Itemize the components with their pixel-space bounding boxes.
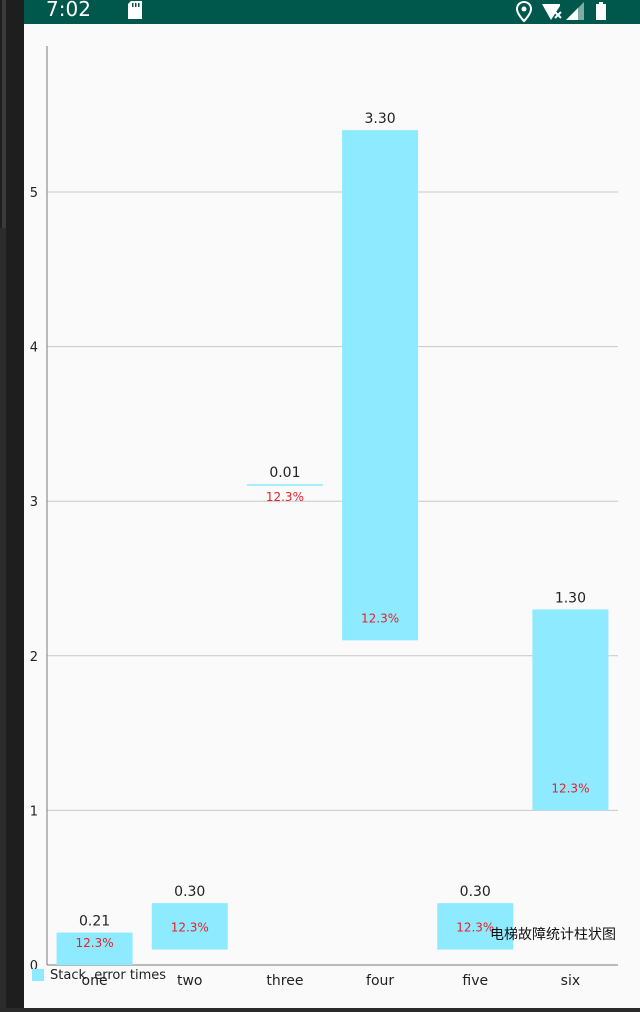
bar-value-label: 0.01 [269, 465, 300, 481]
bezel-shadow [0, 228, 6, 1008]
bar-value-label: 1.30 [555, 590, 586, 606]
chart-area: 0 1 2 3 4 5 0.21 12.3% one 0.30 12.3% two 0.01 12.3% t… [24, 24, 640, 1008]
y-tick-label: 3 [30, 495, 38, 510]
bar-six [532, 609, 609, 811]
bar-four [342, 130, 419, 641]
x-tick-label: five [462, 973, 488, 989]
bar-value-label: 0.30 [460, 884, 491, 900]
x-tick-label: one [82, 973, 108, 989]
x-tick-label: six [561, 973, 580, 989]
status-bar: 7:02 [24, 0, 640, 24]
bar-inner-label: 12.3% [361, 611, 399, 625]
y-tick-label: 5 [30, 186, 38, 201]
bars [56, 130, 609, 965]
location-icon [515, 0, 533, 23]
status-time: 7:02 [46, 0, 91, 21]
bar-inner-label: 12.3% [76, 936, 114, 950]
grid-lines [47, 191, 618, 811]
bar-two [151, 903, 228, 950]
bar-three [246, 484, 323, 486]
bar-value-label: 0.21 [79, 914, 110, 930]
battery-icon [596, 2, 606, 20]
bar-inner-label: 12.3% [551, 781, 589, 795]
y-tick-label: 1 [30, 804, 38, 819]
sd-card-icon [128, 1, 142, 23]
y-tick-label: 2 [30, 650, 38, 665]
x-tick-label: four [366, 973, 394, 989]
bar-five [437, 903, 514, 950]
device-bezel [0, 0, 24, 1008]
x-tick-label: three [266, 973, 303, 989]
legend-label: Stack error times [50, 967, 167, 983]
bar-inner-label: 12.3% [456, 921, 494, 935]
labels: 0 1 2 3 4 5 0.21 12.3% one 0.30 12.3% two 0.01 12.3% t… [30, 111, 590, 989]
bar-value-label: 3.30 [364, 111, 395, 127]
bar-chart: 0 1 2 3 4 5 0.21 12.3% one 0.30 12.3% two 0.01 12.3% t… [30, 46, 618, 989]
bar-inner-label: 12.3% [171, 921, 209, 935]
status-icons [515, 0, 626, 24]
cell-signal-icon [566, 2, 584, 20]
chart-description: 电梯故障统计柱状图 [490, 927, 616, 943]
bar-inner-label: 12.3% [266, 490, 304, 504]
axes [46, 46, 618, 966]
wifi-no-internet-icon [542, 4, 562, 20]
bar-one [56, 932, 133, 965]
x-tick-label: two [177, 973, 203, 989]
y-tick-label: 0 [30, 959, 38, 974]
y-tick-label: 4 [30, 341, 38, 356]
bar-value-label: 0.30 [174, 884, 205, 900]
chart-legend: Stack error times [32, 966, 166, 984]
legend-swatch [32, 969, 44, 981]
